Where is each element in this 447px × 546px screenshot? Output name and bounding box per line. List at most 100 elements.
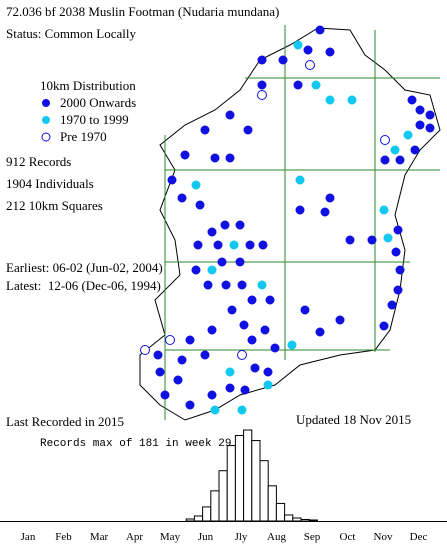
month-label: Oct bbox=[340, 531, 356, 543]
week-bar bbox=[218, 470, 228, 522]
stat: 1904 Individuals bbox=[6, 176, 94, 191]
record-dot bbox=[210, 153, 220, 163]
month-label: Sep bbox=[304, 531, 321, 543]
week-bar bbox=[308, 519, 318, 522]
record-dot bbox=[380, 155, 390, 165]
record-dot bbox=[415, 105, 425, 115]
week-bar bbox=[210, 490, 220, 522]
record-dot bbox=[207, 325, 217, 335]
record-dot bbox=[225, 110, 235, 120]
record-dot bbox=[260, 325, 270, 335]
record-dot bbox=[383, 233, 393, 243]
record-dot bbox=[379, 321, 389, 331]
week-bar bbox=[267, 485, 277, 522]
month-label: Mar bbox=[90, 531, 109, 543]
record-dot bbox=[325, 95, 335, 105]
week-bar bbox=[259, 460, 269, 522]
record-dot bbox=[287, 340, 297, 350]
record-dot bbox=[247, 335, 257, 345]
map-outline bbox=[139, 27, 441, 421]
record-dot bbox=[390, 145, 400, 155]
record-dot bbox=[263, 367, 273, 377]
record-dot bbox=[303, 45, 313, 55]
record-dot bbox=[221, 280, 231, 290]
legend-item: Pre 1970 bbox=[60, 129, 107, 144]
record-dot bbox=[180, 150, 190, 160]
earliest: Earliest: 06-02 (Jun-02, 2004) bbox=[6, 260, 163, 275]
week-bar bbox=[234, 435, 245, 522]
record-dot bbox=[203, 280, 213, 290]
record-dot bbox=[173, 375, 183, 385]
record-dot bbox=[293, 80, 303, 90]
record-dot bbox=[300, 305, 310, 315]
month-label: Jan bbox=[21, 531, 36, 543]
record-dot bbox=[367, 235, 377, 245]
record-dot bbox=[191, 180, 201, 190]
record-dot bbox=[425, 110, 435, 120]
record-dot bbox=[225, 153, 235, 163]
record-dot bbox=[410, 145, 420, 155]
month-label: Aug bbox=[267, 531, 286, 543]
record-dot bbox=[160, 390, 170, 400]
record-dot bbox=[185, 335, 195, 345]
legend-item: 1970 to 1999 bbox=[60, 112, 129, 127]
stat: 212 10km Squares bbox=[6, 198, 103, 213]
record-dot bbox=[237, 405, 247, 415]
week-bar bbox=[292, 517, 302, 522]
record-dot bbox=[293, 40, 303, 50]
record-dot bbox=[270, 343, 280, 353]
record-dot bbox=[387, 300, 397, 310]
record-dot bbox=[245, 240, 255, 250]
record-dot bbox=[213, 240, 223, 250]
record-dot bbox=[240, 385, 250, 395]
grid bbox=[164, 25, 440, 420]
record-dot bbox=[207, 227, 217, 237]
week-bar bbox=[284, 514, 294, 522]
record-dot bbox=[165, 335, 175, 345]
month-label: Jly bbox=[235, 531, 248, 543]
record-dot bbox=[220, 220, 230, 230]
record-dot bbox=[235, 257, 245, 267]
record-dot bbox=[315, 25, 325, 35]
record-dot bbox=[257, 80, 267, 90]
record-dot bbox=[295, 175, 305, 185]
record-dot bbox=[393, 225, 403, 235]
record-dot bbox=[225, 367, 235, 377]
week-bar bbox=[251, 440, 261, 522]
record-dot bbox=[393, 285, 403, 295]
week-bar bbox=[202, 506, 212, 522]
record-dot bbox=[207, 265, 217, 275]
record-dot bbox=[243, 125, 253, 135]
record-dot bbox=[415, 120, 425, 130]
month-label: Feb bbox=[55, 531, 72, 543]
record-dot bbox=[395, 155, 405, 165]
legend-title: 10km Distribution bbox=[40, 78, 136, 93]
record-dot bbox=[195, 200, 205, 210]
updated: Updated 18 Nov 2015 bbox=[296, 412, 411, 427]
record-dot bbox=[305, 60, 315, 70]
record-dot bbox=[227, 305, 237, 315]
legend-dot bbox=[41, 132, 51, 142]
month-label: May bbox=[160, 531, 181, 543]
record-dot bbox=[191, 265, 201, 275]
week-bar bbox=[226, 445, 236, 522]
record-dot bbox=[395, 265, 405, 275]
record-dot bbox=[200, 350, 210, 360]
record-dot bbox=[225, 383, 235, 393]
record-dot bbox=[153, 350, 163, 360]
record-dot bbox=[379, 205, 389, 215]
record-dot bbox=[425, 123, 435, 133]
record-dot bbox=[345, 235, 355, 245]
record-dot bbox=[167, 175, 177, 185]
record-dot bbox=[217, 257, 227, 267]
record-dot bbox=[177, 355, 187, 365]
record-dot bbox=[257, 280, 267, 290]
record-dot bbox=[315, 327, 325, 337]
record-dot bbox=[247, 295, 257, 305]
month-label: Jun bbox=[198, 531, 214, 543]
record-dot bbox=[155, 367, 165, 377]
record-dot bbox=[235, 220, 245, 230]
record-dot bbox=[140, 345, 150, 355]
week-bar bbox=[243, 429, 253, 522]
